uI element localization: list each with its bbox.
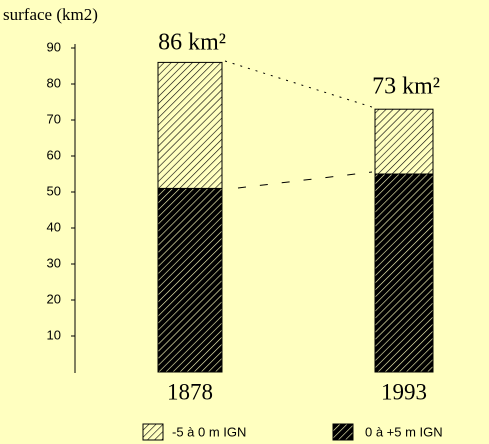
connector xyxy=(237,171,373,189)
annotation: 86 km² xyxy=(158,30,226,56)
legend-swatch xyxy=(332,423,354,441)
bar-segment xyxy=(157,187,223,373)
x-tick-label: 1993 xyxy=(381,379,427,404)
bar-segment xyxy=(374,108,434,175)
annotation: 73 km² xyxy=(372,74,440,100)
bar-segment xyxy=(374,173,434,373)
legend-swatch xyxy=(142,423,164,441)
y-tick-label: 50 xyxy=(47,183,61,198)
y-tick-label: 80 xyxy=(47,75,61,90)
bar-segment xyxy=(157,61,223,189)
legend-label: 0 à +5 m IGN xyxy=(365,424,443,439)
y-tick-label: 20 xyxy=(47,291,61,306)
y-tick-label: 60 xyxy=(47,147,61,162)
y-tick-label: 90 xyxy=(47,39,61,54)
y-tick-label: 40 xyxy=(47,219,61,234)
x-tick-label: 1878 xyxy=(167,379,213,404)
legend-label: -5 à 0 m IGN xyxy=(172,424,246,439)
y-tick-label: 70 xyxy=(47,111,61,126)
y-tick-label: 30 xyxy=(47,255,61,270)
chart-title: surface (km2) xyxy=(3,5,98,24)
y-tick-label: 10 xyxy=(47,327,61,342)
